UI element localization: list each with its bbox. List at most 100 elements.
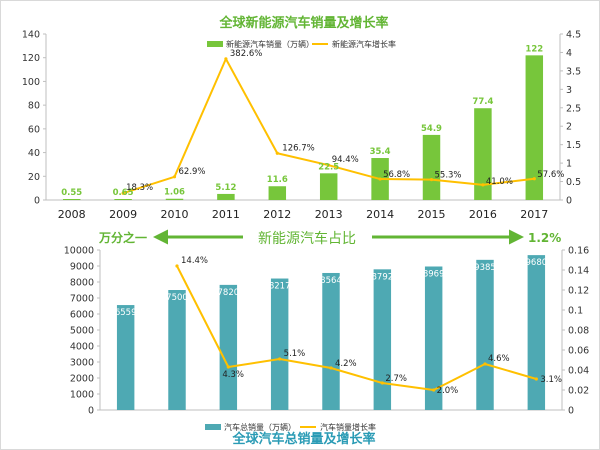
top-right-tick-label: 4 <box>566 48 572 59</box>
top-growth-point <box>275 151 279 155</box>
top-bar <box>422 134 441 200</box>
legend-label-total-sales: 汽车总销量（万辆） <box>224 422 296 432</box>
top-x-tick-label: 2008 <box>58 208 86 221</box>
top-left-tick-label: 80 <box>28 101 40 112</box>
top-chart-labels: 0.55 0.65 1.06 5.12 11.6 22.5 35.4 54.9 77.4 122 1… <box>61 44 564 198</box>
top-right-tick-label: 0 <box>566 196 572 207</box>
legend-label-total-growth: 汽车销量增长率 <box>320 422 376 432</box>
share-banner: 万分之一 新能源汽车占比 1.2% <box>98 229 561 247</box>
top-chart-title: 全球新能源汽车销量及增长率 <box>218 15 388 31</box>
top-growth-value-label: 18.3% <box>126 183 153 193</box>
top-bar-value-label: 0.65 <box>113 188 134 198</box>
bottom-left-tick-label: 9000 <box>70 262 94 273</box>
bottom-right-tick-label: 0.02 <box>568 386 589 397</box>
top-bar-value-label: 122 <box>525 44 543 54</box>
top-bar <box>217 193 235 200</box>
top-x-tick-label: 2015 <box>418 208 446 221</box>
top-growth-value-label: 56.8% <box>383 170 410 180</box>
top-bar-value-label: 77.4 <box>472 97 493 107</box>
top-right-tick-label: 2 <box>566 122 572 133</box>
top-chart-growth-line <box>121 57 536 195</box>
bottom-bar <box>219 284 238 410</box>
bottom-left-tick-label: 10000 <box>64 246 94 257</box>
bottom-chart-growth-line <box>175 264 538 392</box>
top-bar-value-label: 54.9 <box>421 124 442 134</box>
bottom-growth-value-label: 5.1% <box>284 349 306 359</box>
bottom-growth-line-path <box>176 265 537 391</box>
top-left-tick-label: 140 <box>22 30 40 41</box>
top-right-tick-label: 1.5 <box>566 140 581 151</box>
top-right-tick-label: 2.5 <box>566 103 581 114</box>
top-left-tick-label: 0 <box>34 196 40 207</box>
bottom-right-tick-label: 0.04 <box>568 366 589 377</box>
top-growth-value-label: 94.4% <box>332 155 359 165</box>
top-growth-value-label: 126.7% <box>282 143 314 153</box>
bottom-chart-title: 全球汽车总销量及增长率 <box>231 431 375 447</box>
bottom-left-tick-label: 4000 <box>70 342 94 353</box>
top-bar <box>165 198 184 200</box>
bottom-bar <box>476 259 494 410</box>
bottom-chart-labels: 6559 7500 7820 8217 8564 8792 8969 9385 9680 14.4… <box>115 256 562 396</box>
top-x-tick-label: 2016 <box>469 208 497 221</box>
bottom-bar <box>424 266 443 410</box>
top-growth-value-label: 62.9% <box>179 167 206 177</box>
top-bar <box>474 108 492 200</box>
top-chart-axes: 02040608010012014000.511.522.533.544.520… <box>22 30 581 222</box>
top-right-tick-label: 4.5 <box>566 30 581 41</box>
bottom-growth-point <box>175 264 179 268</box>
bottom-bar-value-label: 9680 <box>526 258 548 268</box>
bottom-right-tick-label: 0.1 <box>568 306 583 317</box>
top-left-tick-label: 20 <box>28 172 40 183</box>
top-bar-value-label: 11.6 <box>267 175 288 185</box>
top-growth-point <box>121 191 125 195</box>
bottom-chart-bars <box>116 255 546 410</box>
bottom-bar <box>373 269 392 410</box>
bottom-right-tick-label: 0.16 <box>568 246 589 257</box>
bottom-bar <box>527 255 546 410</box>
top-growth-value-label: 382.6% <box>230 49 262 59</box>
bottom-chart-legend: 汽车总销量（万辆） 汽车销量增长率 <box>205 422 376 432</box>
top-x-tick-label: 2011 <box>212 208 240 221</box>
top-bar <box>114 199 132 200</box>
bottom-bar-value-label: 8217 <box>269 282 291 292</box>
bottom-left-tick-label: 5000 <box>70 326 94 337</box>
bottom-left-tick-label: 3000 <box>70 358 94 369</box>
top-bar <box>319 173 338 200</box>
bottom-growth-point <box>278 357 282 361</box>
bottom-growth-value-label: 14.4% <box>181 256 208 266</box>
top-x-tick-label: 2017 <box>520 208 548 221</box>
top-growth-value-label: 41.0% <box>486 177 513 187</box>
bottom-growth-value-label: 4.3% <box>222 370 244 380</box>
bottom-growth-value-label: 2.0% <box>437 386 459 396</box>
bottom-growth-value-label: 3.1% <box>540 375 562 385</box>
bottom-right-tick-label: 0 <box>568 406 574 417</box>
top-right-tick-label: 3 <box>566 85 572 96</box>
bottom-bar <box>270 278 289 410</box>
bottom-bar-value-label: 9385 <box>474 263 496 273</box>
bottom-bar-value-label: 6559 <box>115 308 137 318</box>
bottom-growth-point <box>483 362 487 366</box>
bottom-right-tick-label: 0.08 <box>568 326 589 337</box>
bottom-bar-value-label: 7820 <box>218 288 240 298</box>
banner-left-label: 万分之一 <box>98 230 147 245</box>
top-chart-bars <box>62 55 544 200</box>
top-right-tick-label: 3.5 <box>566 66 581 77</box>
top-right-tick-label: 1 <box>566 159 572 170</box>
legend-label-nev-growth: 新能源汽车增长率 <box>332 39 396 49</box>
top-left-tick-label: 60 <box>28 124 40 135</box>
top-bar <box>268 186 287 200</box>
bottom-left-tick-label: 2000 <box>70 374 94 385</box>
bottom-growth-point <box>226 365 230 369</box>
top-growth-value-label: 57.6% <box>537 170 564 180</box>
bottom-bar-value-label: 8792 <box>372 272 394 282</box>
top-bar-value-label: 1.06 <box>164 188 185 198</box>
top-growth-point <box>481 183 485 187</box>
legend-label-nev-sales: 新能源汽车销量（万辆） <box>226 39 314 49</box>
banner-center-label: 新能源汽车占比 <box>258 230 356 247</box>
top-bar-value-label: 0.55 <box>61 188 82 198</box>
top-right-tick-label: 0.5 <box>566 177 581 188</box>
top-left-tick-label: 120 <box>22 53 40 64</box>
top-x-tick-label: 2014 <box>366 208 394 221</box>
bottom-right-tick-label: 0.12 <box>568 286 589 297</box>
top-growth-point <box>378 177 382 181</box>
